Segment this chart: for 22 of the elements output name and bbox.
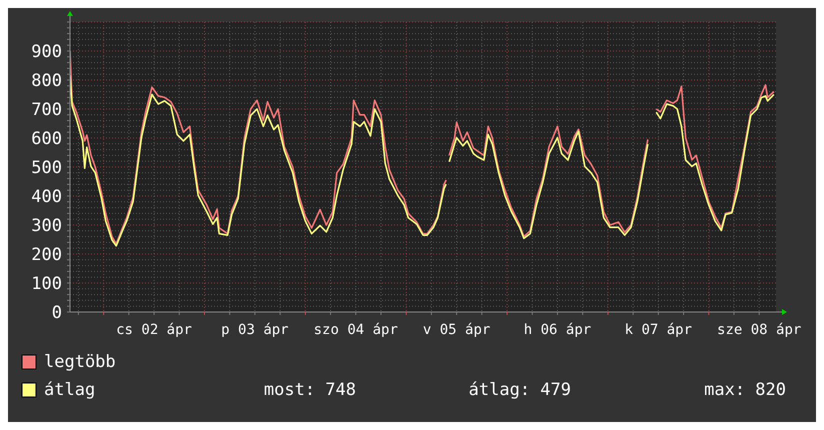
y-tick-label: 200 (31, 245, 62, 265)
legend-label: átlag (44, 380, 96, 400)
x-tick-label: v 05 ápr (422, 322, 490, 338)
x-tick-label: p 03 ápr (221, 322, 289, 338)
y-tick-label: 400 (31, 187, 62, 207)
text: max: 820 (704, 380, 786, 400)
y-tick-label: 800 (31, 71, 62, 91)
y-tick-label: 500 (31, 158, 62, 178)
x-tick-label: h 06 ápr (524, 322, 592, 338)
x-tick-label: sze 08 ápr (717, 322, 802, 338)
y-tick-label: 0 (52, 303, 62, 323)
text: átlag: 479 (468, 380, 571, 400)
x-tick-label: cs 02 ápr (116, 322, 192, 338)
y-tick-label: 300 (31, 216, 62, 236)
y-tick-label: 100 (31, 274, 62, 294)
x-tick-label: k 07 ápr (624, 322, 692, 338)
text: most: 748 (264, 380, 356, 400)
x-tick-label: szo 04 ápr (314, 322, 398, 338)
y-tick-label: 900 (31, 42, 62, 62)
y-tick-label: 600 (31, 129, 62, 149)
y-tick-label: 700 (31, 100, 62, 120)
legend-label: legtöbb (44, 352, 116, 372)
